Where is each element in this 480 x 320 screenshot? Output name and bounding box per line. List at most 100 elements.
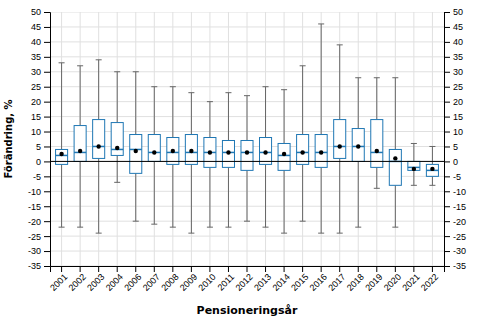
mean-marker — [152, 150, 156, 154]
whisker — [395, 185, 396, 227]
tick: 2008 — [159, 266, 180, 293]
box-body — [389, 149, 401, 185]
tick-label: 0 — [453, 157, 458, 167]
grid-line — [284, 12, 285, 266]
whisker-cap — [244, 221, 250, 222]
tick-label: 50 — [453, 7, 463, 17]
whisker — [284, 170, 285, 233]
tick-mark — [444, 42, 450, 43]
tick: 2010 — [196, 266, 217, 293]
tick-mark — [376, 266, 377, 272]
tick-mark — [444, 72, 450, 73]
whisker-cap — [263, 227, 269, 228]
box — [93, 60, 105, 233]
grid-line — [395, 12, 396, 266]
tick-label: 2015 — [289, 272, 310, 293]
box-body — [297, 135, 309, 165]
whisker — [154, 161, 155, 224]
tick: -35 — [28, 261, 50, 271]
tick-label: 45 — [453, 22, 463, 32]
box — [56, 63, 68, 227]
tick: 20 — [31, 97, 50, 107]
box-body — [260, 138, 272, 165]
tick-mark — [432, 266, 433, 272]
axis-line — [44, 13, 51, 267]
tick: -20 — [444, 217, 466, 227]
tick: 2009 — [178, 266, 199, 293]
mean-marker — [171, 149, 175, 153]
tick: 35 — [31, 52, 50, 62]
tick-mark — [339, 266, 340, 272]
whisker — [61, 164, 62, 227]
grid-line — [432, 12, 433, 266]
tick-mark — [44, 206, 50, 207]
whisker-cap — [374, 188, 380, 189]
box — [260, 87, 272, 227]
tick-label: -5 — [33, 172, 41, 182]
mean-marker — [245, 150, 249, 154]
tick-label: 2013 — [252, 272, 273, 293]
whisker — [98, 60, 99, 120]
whisker — [154, 87, 155, 135]
tick-mark — [358, 266, 359, 272]
tick-label: 10 — [31, 127, 41, 137]
tick: 10 — [444, 127, 463, 137]
box — [222, 93, 234, 227]
whisker — [358, 161, 359, 227]
whisker — [432, 176, 433, 185]
whisker-cap — [429, 185, 435, 186]
whisker — [61, 63, 62, 150]
tick: -5 — [444, 172, 461, 182]
tick: 25 — [31, 82, 50, 92]
tick-mark — [135, 266, 136, 272]
tick-mark — [44, 87, 50, 88]
box-body — [241, 140, 253, 170]
tick-mark — [444, 117, 450, 118]
whisker-cap — [337, 44, 343, 45]
mean-marker — [226, 150, 230, 154]
whisker-cap — [337, 233, 343, 234]
tick-label: -20 — [453, 217, 466, 227]
box-body — [111, 123, 123, 156]
whisker-cap — [225, 92, 231, 93]
tick: -25 — [28, 231, 50, 241]
whisker — [117, 155, 118, 182]
whisker — [209, 167, 210, 227]
tick-mark — [444, 191, 450, 192]
mean-marker — [263, 150, 267, 154]
mean-marker — [189, 149, 193, 153]
tick: -10 — [444, 187, 466, 197]
tick: 25 — [444, 82, 463, 92]
whisker-cap — [281, 233, 287, 234]
whisker — [376, 167, 377, 188]
whisker — [172, 87, 173, 138]
tick: -5 — [33, 172, 50, 182]
mean-marker — [134, 149, 138, 153]
tick-mark — [98, 266, 99, 272]
whisker-cap — [96, 233, 102, 234]
whisker — [80, 161, 81, 227]
tick-label: 5 — [453, 142, 458, 152]
tick: 50 — [31, 7, 50, 17]
whisker-cap — [392, 77, 398, 78]
tick: 0 — [36, 157, 50, 167]
tick-label: 2007 — [141, 272, 162, 293]
box — [297, 66, 309, 221]
tick-mark — [444, 251, 450, 252]
tick-label: 2009 — [178, 272, 199, 293]
whisker — [395, 78, 396, 150]
tick: 2017 — [326, 266, 347, 293]
tick-label: -25 — [28, 231, 41, 241]
whisker-cap — [114, 182, 120, 183]
tick-label: -35 — [453, 261, 466, 271]
whisker-cap — [318, 233, 324, 234]
box — [408, 143, 420, 185]
whisker-cap — [300, 221, 306, 222]
tick-mark — [444, 146, 450, 147]
tick-mark — [321, 266, 322, 272]
tick-label: 30 — [453, 67, 463, 77]
box — [148, 87, 160, 224]
tick-mark — [302, 266, 303, 272]
tick-mark — [154, 266, 155, 272]
tick-mark — [44, 161, 50, 162]
